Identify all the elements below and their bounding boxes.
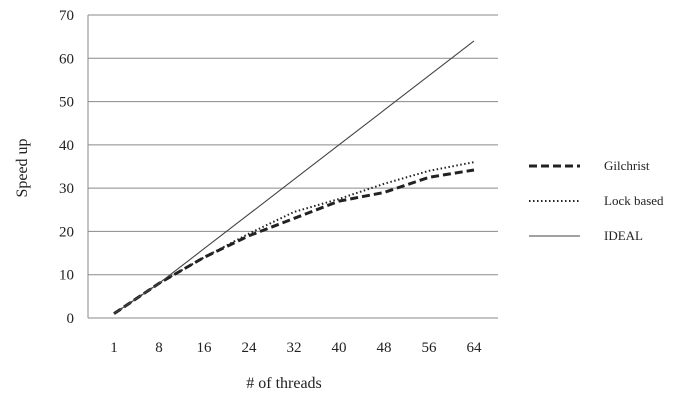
x-tick-label: 24	[242, 340, 258, 356]
y-tick-label: 30	[59, 181, 74, 197]
y-tick-label: 40	[59, 138, 74, 154]
y-tick-labels: 0 10 20 30 40 50 60 70	[59, 8, 74, 327]
y-tick-label: 70	[59, 8, 74, 24]
gridlines	[87, 14, 498, 319]
x-tick-label: 56	[422, 340, 438, 356]
y-tick-label: 50	[59, 95, 74, 111]
x-tick-label: 8	[155, 340, 163, 356]
x-tick-label: 1	[110, 340, 118, 356]
legend-label: Lock based	[604, 193, 664, 208]
series-line-gilchrist	[113, 168, 475, 315]
y-tick-label: 60	[59, 51, 74, 67]
legend: Gilchrist Lock based IDEAL	[529, 158, 664, 243]
series-line-lock-based	[113, 161, 475, 315]
series-line-ideal	[113, 40, 475, 315]
y-tick-label: 20	[59, 224, 74, 240]
x-axis-title: # of threads	[246, 375, 322, 392]
y-tick-label: 10	[59, 268, 74, 284]
y-axis-title: Speed up	[14, 138, 31, 197]
legend-label: IDEAL	[604, 228, 643, 243]
x-tick-label: 32	[287, 340, 302, 356]
x-tick-labels: 1 8 16 24 32 40 48 56 64	[110, 340, 482, 356]
x-tick-label: 48	[377, 340, 392, 356]
legend-label: Gilchrist	[604, 158, 650, 173]
x-tick-label: 16	[197, 340, 213, 356]
y-tick-label: 0	[67, 311, 75, 327]
series-lines	[113, 40, 475, 315]
x-tick-label: 40	[332, 340, 347, 356]
x-tick-label: 64	[467, 340, 483, 356]
